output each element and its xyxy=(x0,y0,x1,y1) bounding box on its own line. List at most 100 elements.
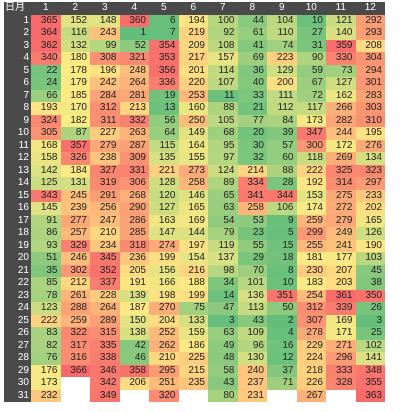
heatmap-cell: 361 xyxy=(326,289,356,302)
heatmap-cell: 238 xyxy=(90,152,120,165)
heatmap-cell: 236 xyxy=(119,252,149,265)
heatmap-cell: 15 xyxy=(267,239,297,252)
heatmap-cell: 124 xyxy=(208,164,238,177)
heatmap-cell: 140 xyxy=(326,27,356,40)
heatmap-cell: 110 xyxy=(267,27,297,40)
heatmap-cell: 67 xyxy=(296,77,326,90)
heatmap-cell: 343 xyxy=(31,189,61,202)
heatmap-cell: 101 xyxy=(237,277,267,290)
heatmap-cell: 195 xyxy=(355,127,385,140)
heatmap-cell: 354 xyxy=(149,39,179,52)
day-row: 16 145 239 256 290 127 165 63 258 106 174 272 202 xyxy=(4,202,385,215)
day-label: 21 xyxy=(4,264,31,277)
heatmap-cell: 237 xyxy=(237,377,267,390)
heatmap-cell xyxy=(178,389,208,402)
heatmap-cell: 194 xyxy=(178,14,208,27)
heatmap-cell: 33 xyxy=(237,89,267,102)
day-row: 1 365 152 148 360 6 194 100 44 104 10 121 292 xyxy=(4,14,385,27)
day-label: 27 xyxy=(4,339,31,352)
heatmap-cell: 79 xyxy=(208,227,238,240)
heatmap-cell: 293 xyxy=(355,27,385,40)
heatmap-cell: 117 xyxy=(296,102,326,115)
heatmap-cell: 106 xyxy=(267,202,297,215)
heatmap-cell: 288 xyxy=(60,302,90,315)
heatmap-cell: 8 xyxy=(267,264,297,277)
heatmap-cell: 65 xyxy=(208,189,238,202)
heatmap-cell: 358 xyxy=(119,364,149,377)
day-row: 31 232 349 320 80 231 267 363 xyxy=(4,389,385,402)
heatmap-cell: 309 xyxy=(119,152,149,165)
heatmap-cell: 312 xyxy=(296,302,326,315)
heatmap-cell: 329 xyxy=(60,239,90,252)
heatmap-cell: 156 xyxy=(149,264,179,277)
heatmap-cell: 328 xyxy=(326,377,356,390)
heatmap-cell: 188 xyxy=(178,277,208,290)
heatmap-cell: 342 xyxy=(90,377,120,390)
day-row: 22 85 212 337 191 166 188 34 101 10 183 203 38 xyxy=(4,277,385,290)
heatmap-cell: 35 xyxy=(31,264,61,277)
heatmap-cell: 330 xyxy=(326,52,356,65)
day-row: 8 193 170 312 213 13 160 88 21 112 117 266 303 xyxy=(4,102,385,115)
heatmap-cell: 25 xyxy=(355,327,385,340)
heatmap-cell: 295 xyxy=(149,364,179,377)
heatmap-cell: 209 xyxy=(178,39,208,52)
heatmap-cell: 269 xyxy=(326,152,356,165)
heatmap-cell: 28 xyxy=(267,177,297,190)
heatmap-cell: 208 xyxy=(355,39,385,52)
day-row: 4 340 180 308 321 353 217 157 69 223 90 330 304 xyxy=(4,52,385,65)
heatmap-cell: 5 xyxy=(267,227,297,240)
heatmap-cell: 201 xyxy=(178,64,208,77)
heatmap-cell: 222 xyxy=(296,164,326,177)
heatmap-cell: 51 xyxy=(31,252,61,265)
heatmap-cell: 121 xyxy=(326,14,356,27)
heatmap-cell: 46 xyxy=(119,352,149,365)
day-row: 30 173 342 206 251 235 43 237 71 226 328 355 xyxy=(4,377,385,390)
day-row: 11 168 357 279 287 115 164 95 30 57 300 172 276 xyxy=(4,139,385,152)
heatmap-cell: 34 xyxy=(208,277,238,290)
month-label: 10 xyxy=(296,2,326,15)
day-label: 15 xyxy=(4,189,31,202)
heatmap-cell: 130 xyxy=(237,352,267,365)
day-row: 17 91 277 247 286 163 169 54 53 9 259 279 165 xyxy=(4,214,385,227)
heatmap-cell: 221 xyxy=(149,164,179,177)
heatmap-cell: 199 xyxy=(149,252,179,265)
heatmap-cell: 180 xyxy=(60,52,90,65)
heatmap-cell: 306 xyxy=(119,177,149,190)
heatmap-cell: 220 xyxy=(178,77,208,90)
heatmap-cell: 224 xyxy=(296,352,326,365)
heatmap-cell: 90 xyxy=(296,52,326,65)
heatmap-cell: 197 xyxy=(178,239,208,252)
heatmap-cell: 66 xyxy=(31,89,61,102)
heatmap-cell: 146 xyxy=(178,189,208,202)
heatmap-cell: 242 xyxy=(90,77,120,90)
heatmap-cell: 255 xyxy=(296,239,326,252)
heatmap-cell: 63 xyxy=(208,202,238,215)
heatmap-cell: 134 xyxy=(355,152,385,165)
heatmap-cell: 168 xyxy=(31,139,61,152)
day-label: 18 xyxy=(4,227,31,240)
heatmap-cell: 244 xyxy=(326,127,356,140)
heatmap-cell: 40 xyxy=(237,77,267,90)
heatmap-cell: 58 xyxy=(208,364,238,377)
heatmap-cell: 171 xyxy=(326,327,356,340)
heatmap-cell: 32 xyxy=(237,152,267,165)
heatmap-cell: 323 xyxy=(355,164,385,177)
heatmap-cell: 210 xyxy=(149,352,179,365)
heatmap-cell: 142 xyxy=(31,164,61,177)
heatmap-cell: 43 xyxy=(237,314,267,327)
heatmap-cell: 218 xyxy=(296,364,326,377)
heatmap-cell: 177 xyxy=(326,252,356,265)
heatmap-cell: 311 xyxy=(90,114,120,127)
heatmap-cell: 111 xyxy=(267,89,297,102)
heatmap-cell: 164 xyxy=(178,139,208,152)
heatmap-cell: 262 xyxy=(149,339,179,352)
heatmap-cell: 322 xyxy=(60,327,90,340)
month-label: 5 xyxy=(149,2,179,15)
heatmap-cell: 196 xyxy=(90,64,120,77)
day-row: 27 82 317 335 42 262 186 49 96 16 229 271 102 xyxy=(4,339,385,352)
heatmap-cell: 219 xyxy=(178,27,208,40)
heatmap-cell: 113 xyxy=(237,302,267,315)
heatmap-cell: 4 xyxy=(267,327,297,340)
heatmap-cell: 136 xyxy=(237,289,267,302)
month-label: 8 xyxy=(237,2,267,15)
